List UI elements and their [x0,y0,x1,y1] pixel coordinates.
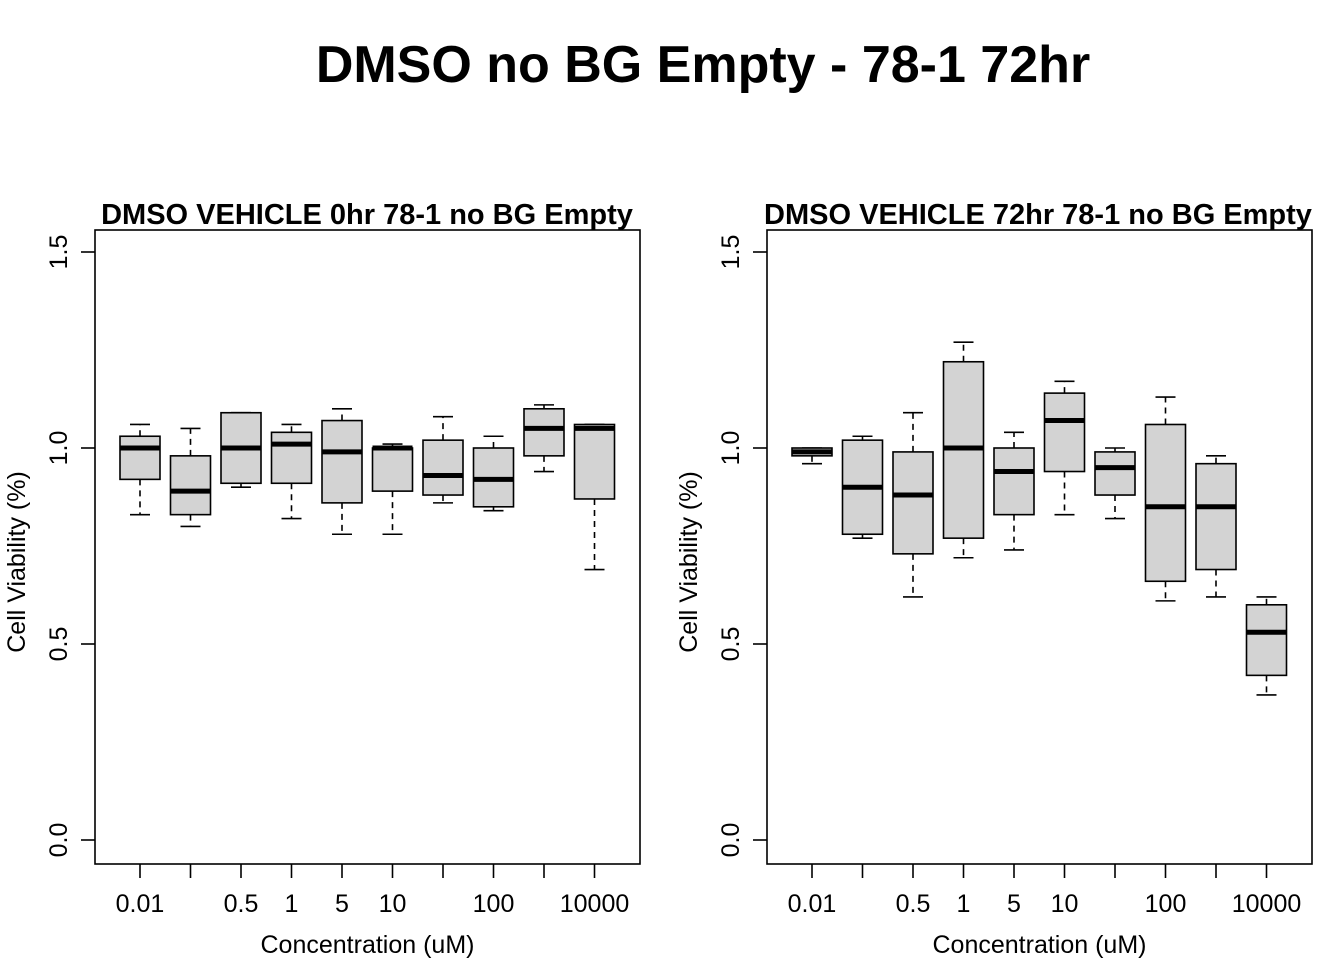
x-tick-label: 0.5 [224,890,259,918]
x-tick-label: 100 [1145,890,1187,918]
y-tick-label: 1.0 [717,431,745,466]
y-tick-label: 1.5 [717,235,745,270]
iqr-box [371,447,414,492]
x-tick-label: 10000 [1232,890,1302,918]
y-tick-label: 0.5 [45,627,73,662]
x-tick-label: 0.01 [116,890,165,918]
x-tick-label: 10000 [560,890,630,918]
y-tick-label: 1.5 [45,235,73,270]
iqr-box [1195,462,1237,571]
panel-title: DMSO VEHICLE 72hr 78-1 no BG Empty [764,199,1312,231]
x-axis-label: Concentration (uM) [933,931,1147,959]
iqr-box [270,431,313,485]
y-tick-label: 0.0 [717,823,745,858]
iqr-box [1043,392,1086,473]
x-tick-label: 100 [473,890,515,918]
box-50 [1094,447,1136,520]
box-10000 [573,423,616,571]
box-10000 [1245,596,1288,696]
plot-frame [766,229,1313,865]
box-0.01 [119,423,161,516]
x-tick-label: 5 [1007,890,1021,918]
iqr-box [169,455,212,516]
box-5 [993,431,1035,551]
box-10 [371,443,414,536]
x-axis-label: Concentration (uM) [261,931,475,959]
iqr-box [892,451,934,555]
iqr-box [573,423,616,500]
box-0.01 [791,447,833,465]
x-tick-label: 1 [285,890,299,918]
iqr-box [1144,423,1187,583]
box-100 [1144,396,1187,602]
box-50 [422,415,464,504]
x-tick-label: 0.01 [788,890,837,918]
box-1 [942,341,985,559]
iqr-box [993,447,1035,516]
plot-frame [94,229,641,865]
x-tick-label: 10 [379,890,407,918]
box-1000 [523,404,565,473]
box-0.5 [892,411,934,598]
x-tick-label: 5 [335,890,349,918]
box-1000 [1195,455,1237,598]
box-5 [321,407,363,536]
box-0.1 [169,427,212,528]
y-axis-label: Cell Viability (%) [675,471,703,653]
iqr-box [523,407,565,457]
y-tick-label: 1.0 [45,431,73,466]
panel-title: DMSO VEHICLE 0hr 78-1 no BG Empty [101,199,633,231]
y-axis-label: Cell Viability (%) [3,471,31,653]
x-tick-label: 0.5 [896,890,931,918]
box-10 [1043,380,1086,516]
box-0.1 [841,435,884,539]
x-tick-label: 10 [1051,890,1079,918]
iqr-box [1094,451,1136,496]
panel-left-0hr: DMSO VEHICLE 0hr 78-1 no BG Empty 0.0 0.5 1… [3,199,641,959]
y-tick-label: 0.5 [717,627,745,662]
x-tick-label: 1 [957,890,971,918]
iqr-box [321,419,363,504]
iqr-box [422,439,464,496]
iqr-box [119,435,161,481]
y-tick-label: 0.0 [45,823,73,858]
box-100 [472,435,515,512]
panel-right-72hr: DMSO VEHICLE 72hr 78-1 no BG Empty 0.0 0.5… [675,199,1313,959]
box-0.5 [220,411,262,489]
iqr-box [1245,603,1288,677]
figure-title: DMSO no BG Empty - 78-1 72hr [316,36,1090,94]
box-1 [270,423,313,520]
